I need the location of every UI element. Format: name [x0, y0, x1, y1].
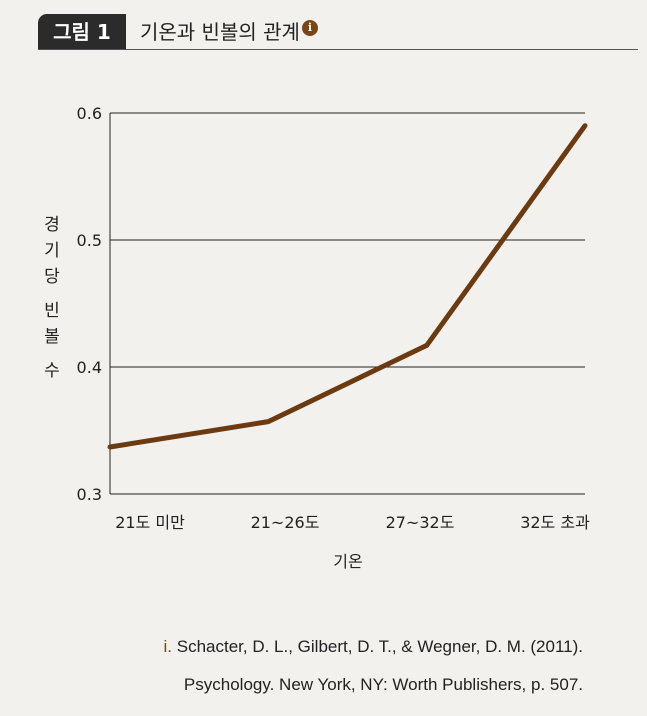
citation-marker: i.	[163, 637, 173, 656]
tick-labels: 0.6 0.5 0.4 0.3 21도 미만 21~26도 27~32도 32도 초과	[77, 104, 591, 532]
y-tick-label: 0.3	[77, 485, 102, 504]
citation-line-1: i. Schacter, D. L., Gilbert, D. T., & We…	[164, 628, 584, 666]
y-axis-label-char: 수	[44, 361, 60, 381]
series-line	[107, 123, 588, 450]
citation-line-1-text: Schacter, D. L., Gilbert, D. T., & Wegne…	[176, 637, 583, 656]
citation: i. Schacter, D. L., Gilbert, D. T., & We…	[164, 628, 584, 704]
y-tick-label: 0.4	[77, 358, 102, 377]
axes	[109, 113, 585, 495]
figure-title: 기온과 빈볼의 관계 i	[140, 14, 318, 50]
x-tick-label: 27~32도	[386, 513, 455, 532]
y-axis-label-char	[40, 350, 64, 358]
figure-label: 그림 1	[38, 14, 126, 50]
series	[107, 123, 588, 450]
figure-header: 그림 1 기온과 빈볼의 관계 i	[38, 14, 638, 50]
y-axis-label-char: 볼	[44, 327, 60, 347]
y-axis-label-char	[40, 290, 64, 298]
y-axis-label-char: 기	[44, 241, 60, 261]
x-tick-label: 32도 초과	[520, 513, 590, 532]
y-tick-label: 0.5	[77, 231, 102, 250]
x-axis-label: 기온	[333, 552, 362, 571]
gridlines	[110, 112, 585, 368]
x-tick-label: 21~26도	[251, 513, 320, 532]
y-axis-label-char: 당	[44, 267, 60, 287]
figure-title-text: 기온과 빈볼의 관계	[140, 20, 300, 44]
footnote-marker-icon: i	[301, 20, 318, 36]
citation-line-2: Psychology. New York, NY: Worth Publishe…	[183, 675, 583, 694]
y-tick-label: 0.6	[77, 104, 102, 123]
x-tick-label: 21도 미만	[115, 513, 185, 532]
y-axis-label-char: 빈	[44, 301, 60, 321]
header-divider	[38, 49, 638, 50]
y-axis-label-char: 경	[44, 215, 60, 235]
